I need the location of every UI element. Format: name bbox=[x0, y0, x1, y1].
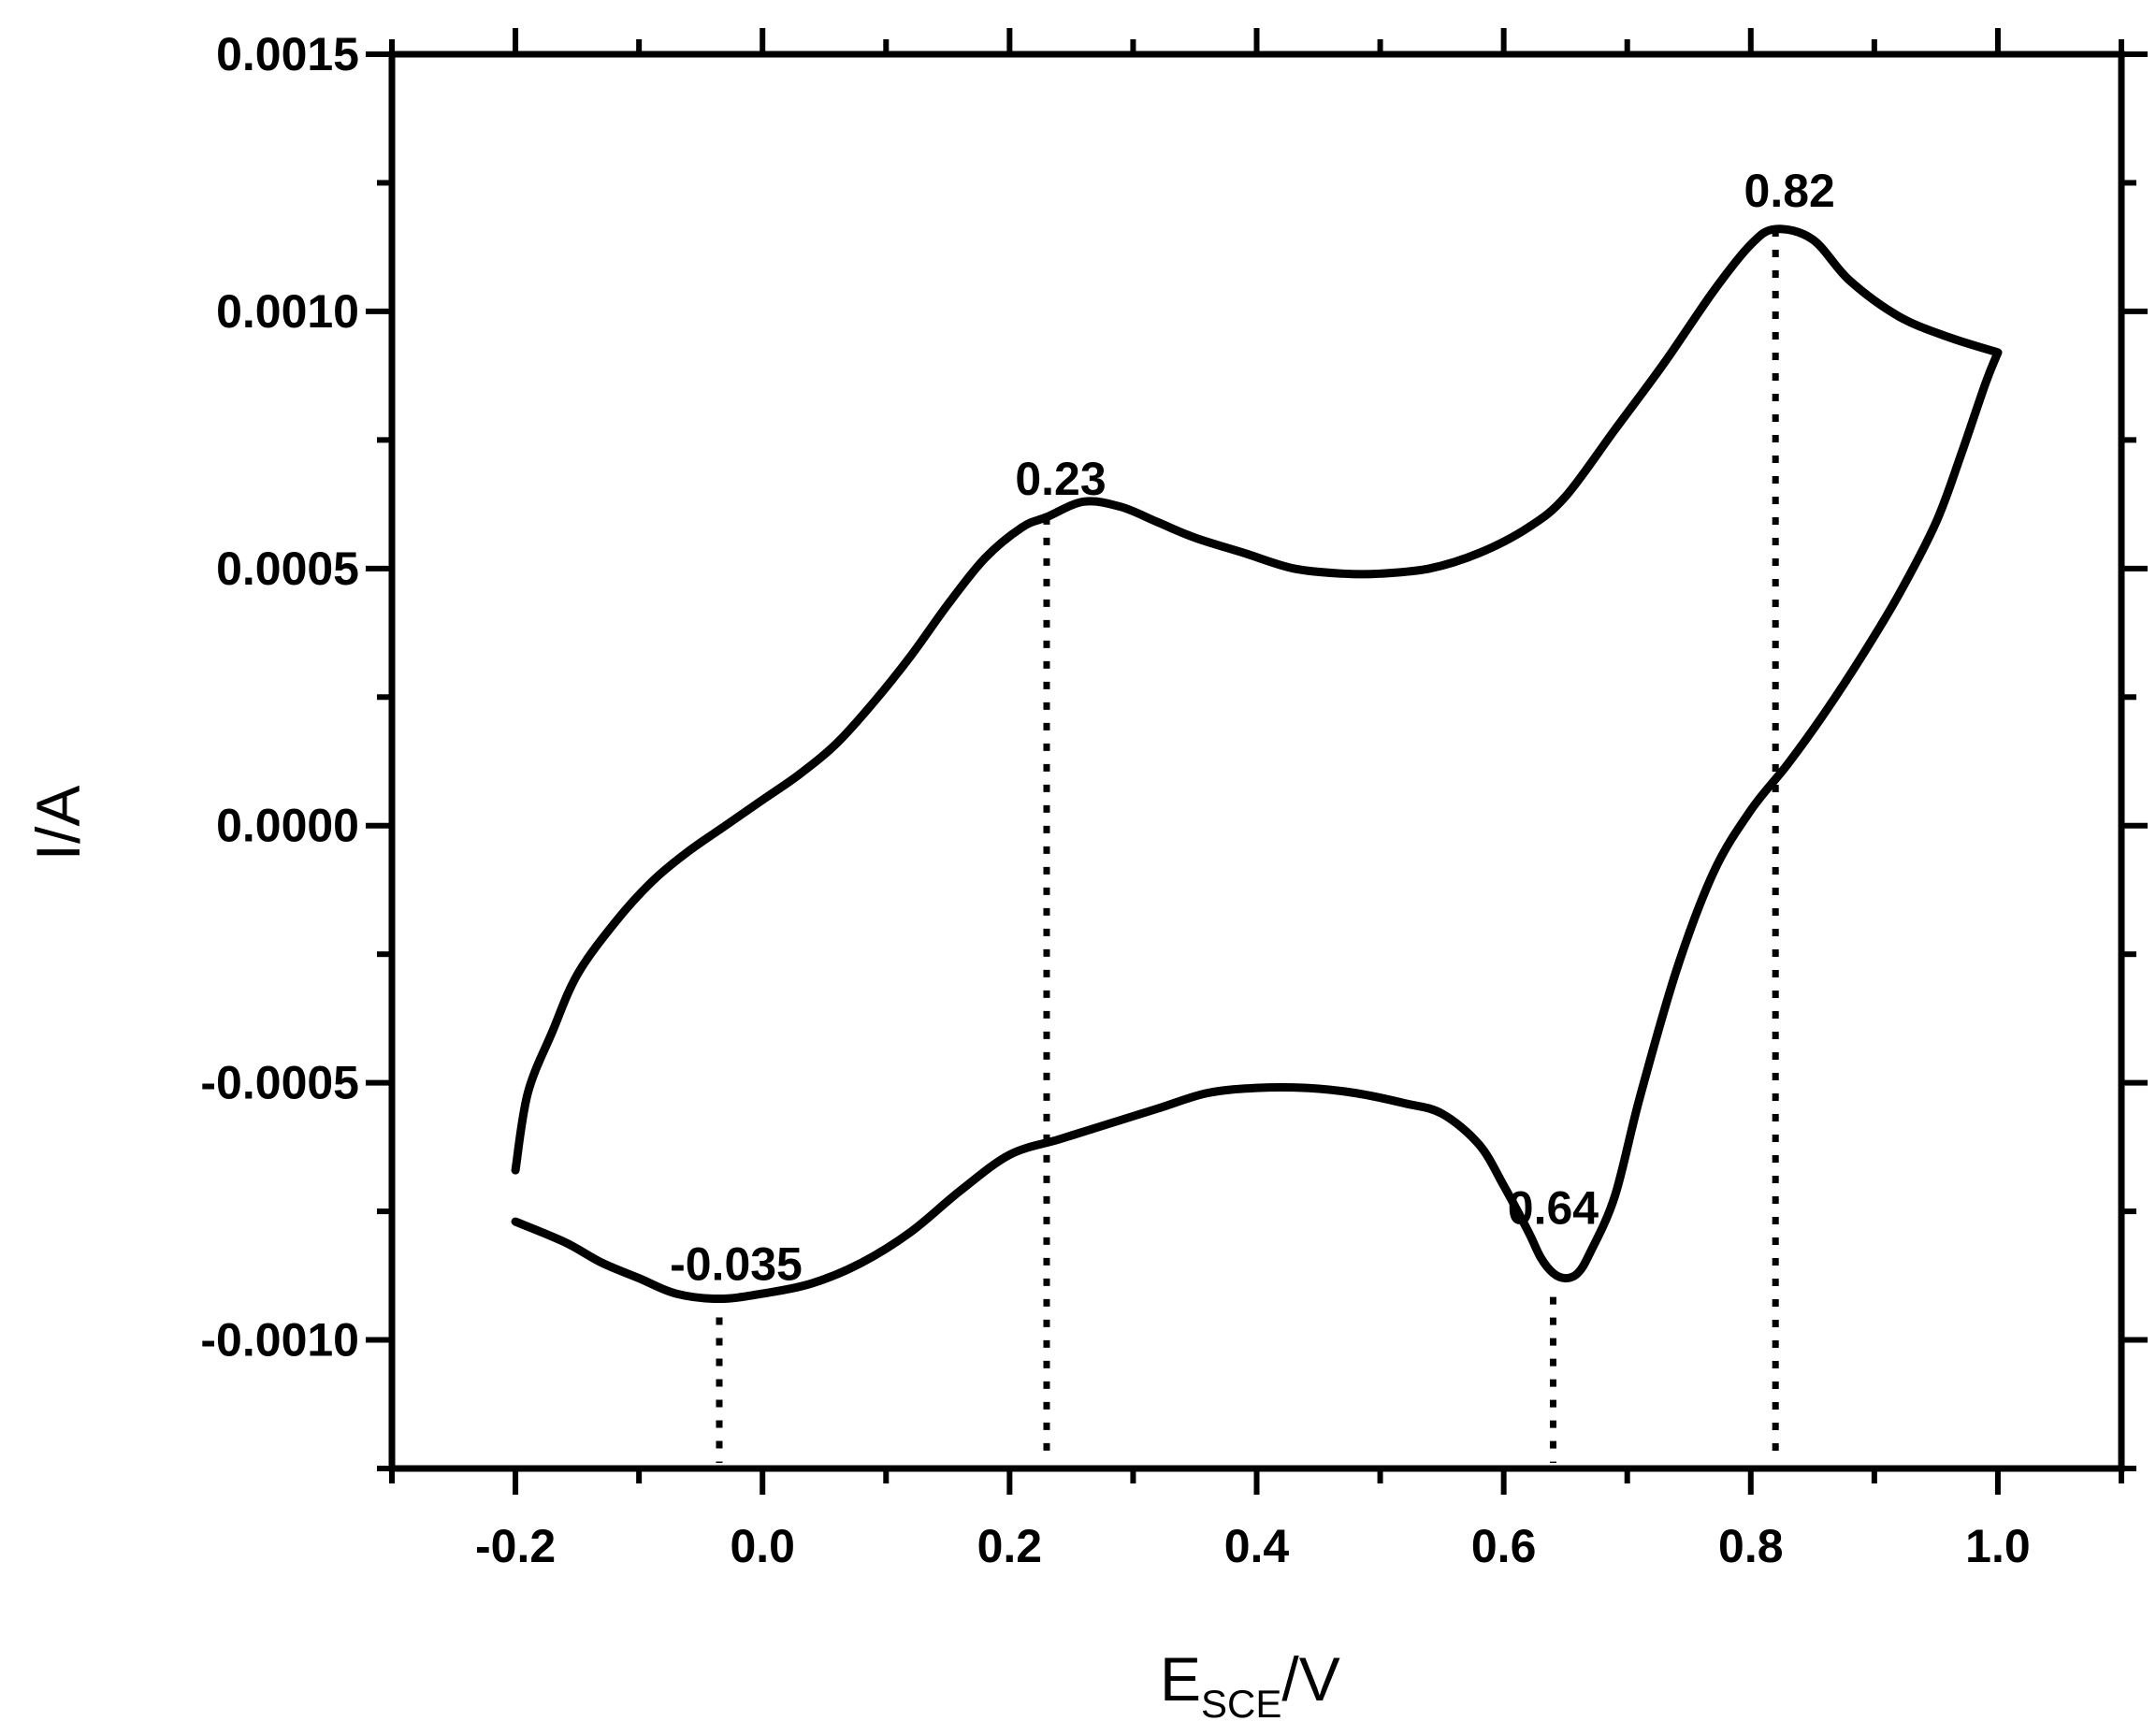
y-tick-label: -0.0010 bbox=[200, 1314, 359, 1367]
x-tick-label: 1.0 bbox=[1965, 1520, 2031, 1572]
y-tick-label: 0.0010 bbox=[216, 285, 359, 338]
x-axis-label-suffix: /V bbox=[1281, 1644, 1339, 1714]
annotation-label: 0.82 bbox=[1744, 165, 1835, 217]
annotation-label: -0.035 bbox=[670, 1238, 803, 1291]
x-tick-label: 0.8 bbox=[1718, 1520, 1784, 1572]
plot-frame bbox=[388, 51, 2125, 1472]
y-tick-label: 0.0000 bbox=[216, 800, 359, 852]
x-tick-label: 0.2 bbox=[977, 1520, 1043, 1572]
x-tick-labels: -0.2 0.0 0.2 0.4 0.6 0.8 1.0 bbox=[475, 1520, 2031, 1572]
axis-ticks bbox=[366, 28, 2148, 1495]
series-line-cathodic bbox=[511, 348, 2003, 1304]
x-tick-label: 0.4 bbox=[1224, 1520, 1290, 1572]
x-tick-label: 0.6 bbox=[1471, 1520, 1537, 1572]
annotation-labels: 0.23 0.82 0.64 -0.035 bbox=[670, 165, 1835, 1291]
x-axis-label: ESCE/V bbox=[1160, 1644, 1340, 1726]
x-tick-label: -0.2 bbox=[475, 1520, 556, 1572]
x-axis-label-main: E bbox=[1160, 1644, 1201, 1714]
y-tick-label: -0.0005 bbox=[200, 1057, 359, 1109]
series-line-anodic bbox=[511, 224, 2003, 1175]
annotation-label: 0.23 bbox=[1015, 453, 1106, 505]
annotation-label: 0.64 bbox=[1508, 1182, 1599, 1235]
y-tick-label: 0.0015 bbox=[216, 28, 359, 80]
annotation-dotted-lines bbox=[716, 228, 1779, 1463]
x-axis-label-sub: SCE bbox=[1201, 1682, 1281, 1726]
y-axis-label: I/A bbox=[23, 786, 93, 861]
y-tick-labels: 0.0015 0.0010 0.0005 0.0000 -0.0005 -0.0010 bbox=[200, 28, 359, 1367]
y-tick-label: 0.0005 bbox=[216, 542, 359, 595]
x-tick-label: 0.0 bbox=[730, 1520, 795, 1572]
series-group bbox=[511, 224, 2003, 1304]
